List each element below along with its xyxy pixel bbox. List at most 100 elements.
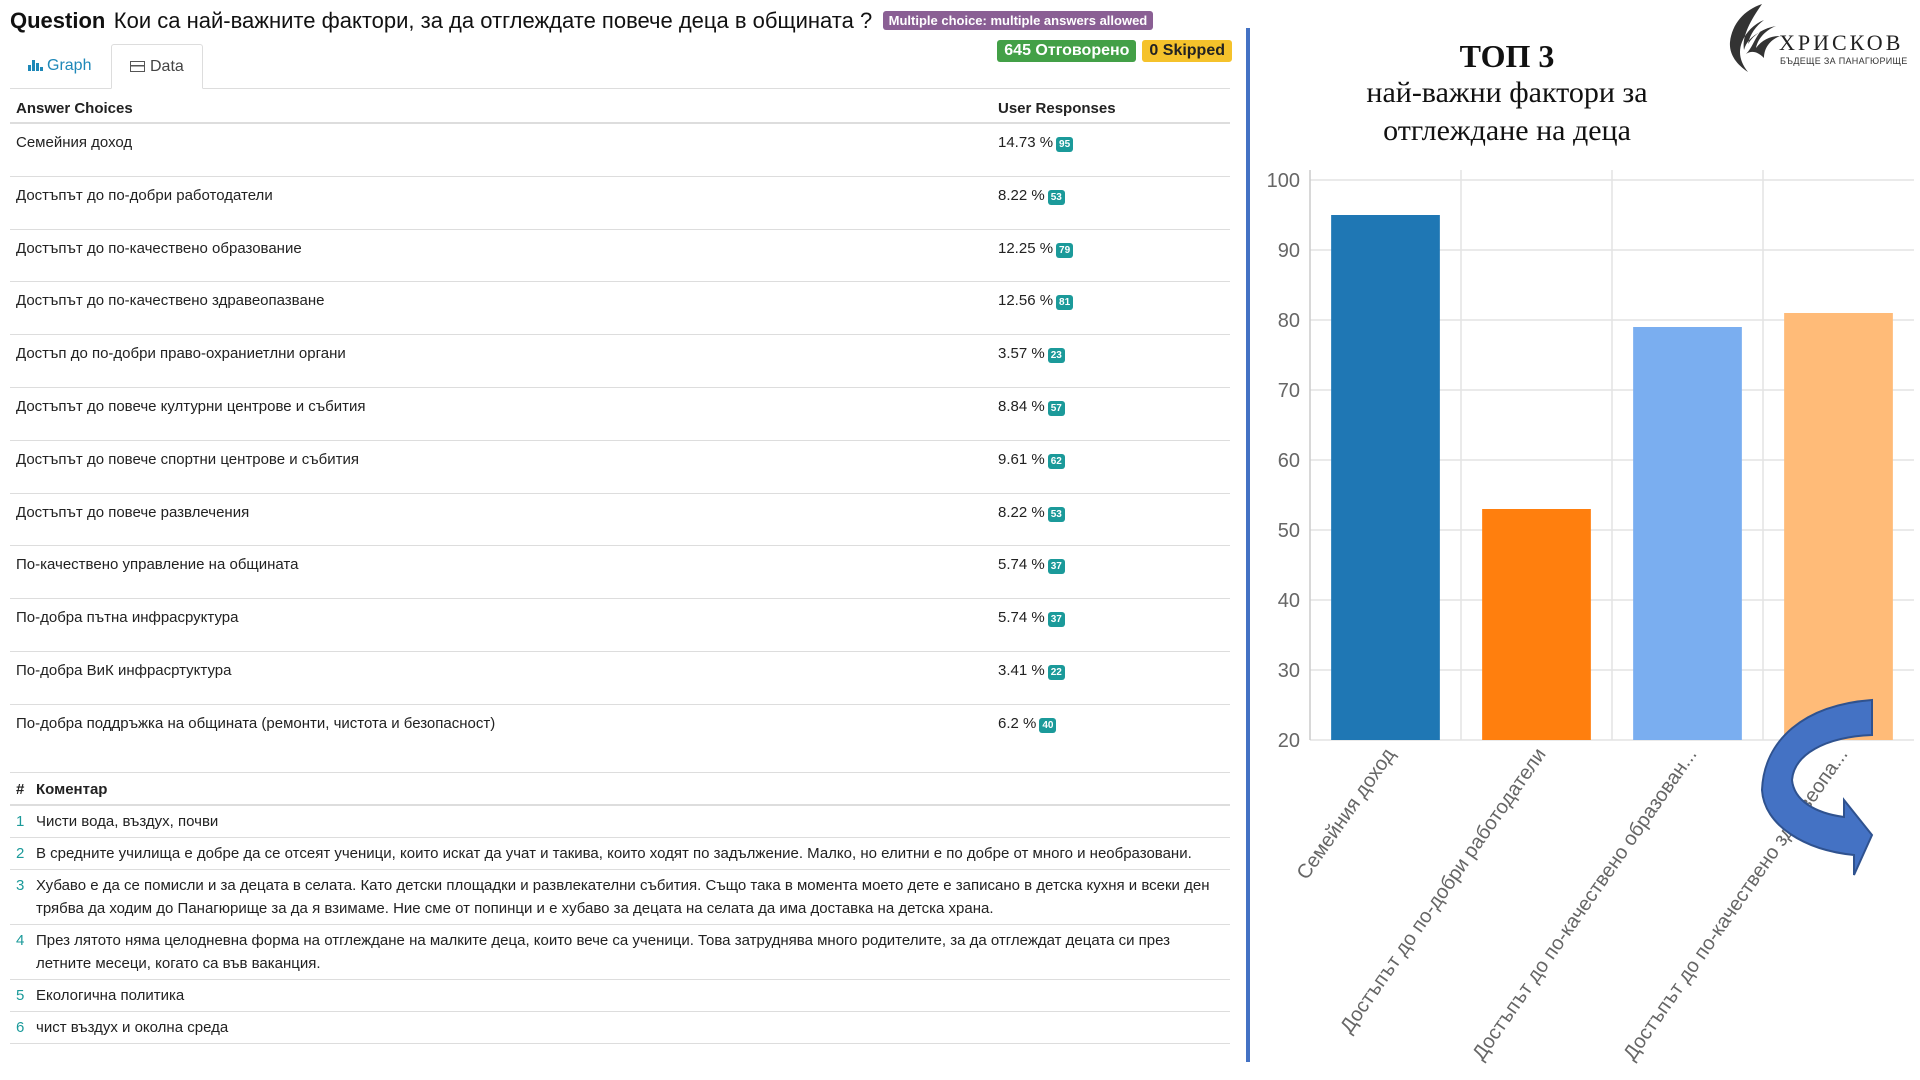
- answer-count-badge: 40: [1039, 717, 1057, 733]
- answered-badge: 645 Отговорено: [997, 40, 1137, 62]
- answer-row: По-добра пътна инфрасруктура 5.74 % 37: [10, 599, 1230, 652]
- answer-percent: 8.84 %: [998, 397, 1045, 415]
- skipped-badge: 0 Skipped: [1142, 40, 1232, 62]
- answer-response: 12.56 % 81: [998, 292, 1074, 311]
- comment-number-header: #: [16, 781, 25, 798]
- y-tick-label: 70: [1278, 380, 1300, 402]
- answer-percent: 3.57 %: [998, 345, 1045, 363]
- answer-count-badge: 95: [1056, 137, 1074, 152]
- answer-count-badge: 53: [1047, 506, 1065, 522]
- answer-choices-header: Answer Choices: [16, 100, 133, 117]
- question-label: Question: [10, 8, 106, 33]
- y-tick-label: 30: [1278, 660, 1300, 682]
- comment-row: 2 В средните училища е добре да се отсеят…: [10, 838, 1230, 870]
- tab-graph-label: Graph: [47, 57, 92, 74]
- logo-name: ХРИСКОВ: [1779, 30, 1904, 55]
- answer-row: По-добра ВиК инфрасртуктура 3.41 % 22: [10, 652, 1230, 705]
- comment-text: В средните училища е добре да се отсеят …: [36, 845, 1192, 862]
- answer-row: Достъпът до по-добри работодатели 8.22 % 5…: [10, 177, 1230, 230]
- answer-response: 9.61 % 62: [998, 451, 1065, 469]
- answer-response: 5.74 % 37: [998, 556, 1065, 575]
- answer-percent: 3.41 %: [998, 661, 1045, 679]
- answer-percent: 14.73 %: [998, 134, 1054, 151]
- comment-number: 1: [16, 813, 25, 830]
- tab-data[interactable]: Data: [111, 44, 203, 89]
- question-header: Question Кои са най-важните фактори, за …: [10, 8, 1154, 34]
- panel-divider: [1246, 28, 1250, 1062]
- answer-percent: 12.56 %: [998, 292, 1054, 310]
- answer-percent: 8.22 %: [998, 503, 1045, 521]
- answer-row: Достъпът до повече развлечения 8.22 % 53: [10, 494, 1230, 547]
- comment-text: Екологична политика: [36, 987, 185, 1004]
- top3-slide-panel: ТОП 3 най-важни фактори за отглеждане на…: [1254, 0, 1920, 1080]
- response-stats: 645 Отговорено 0 Skipped: [997, 40, 1232, 62]
- comment-text-header: Коментар: [36, 781, 108, 798]
- answer-row: По-качествено управление на общината 5.74…: [10, 546, 1230, 600]
- answer-choice: По-добра пътна инфрасруктура: [16, 609, 239, 627]
- answer-choice: Достъпът до повече спортни центрове и съ…: [16, 450, 360, 468]
- y-tick-label: 40: [1278, 590, 1300, 612]
- answer-count-badge: 81: [1056, 295, 1074, 311]
- answer-percent: 9.61 %: [998, 450, 1045, 468]
- answer-percent: 6.2 %: [998, 714, 1037, 732]
- answer-response: 14.73 % 95: [998, 134, 1074, 152]
- answer-response: 8.22 % 53: [998, 504, 1065, 522]
- bar-4: [1784, 313, 1893, 740]
- answer-choice: Семейния доход: [16, 134, 133, 151]
- answer-percent: 12.25 %: [998, 239, 1054, 257]
- tab-graph[interactable]: Graph: [10, 44, 109, 89]
- answer-row: Достъпът до повече културни центрове и с…: [10, 388, 1230, 441]
- comment-row: 5 Екологична политика: [10, 980, 1230, 1012]
- logo-tagline: БЪДЕЩЕ ЗА ПАНАГЮРИЩЕ: [1780, 56, 1908, 66]
- comment-row: 1 Чисти вода, въздух, почви: [10, 806, 1230, 838]
- bar-2: [1482, 509, 1591, 740]
- answer-row: Семейния доход 14.73 % 95: [10, 124, 1230, 177]
- survey-results-panel: Question Кои са най-важните фактори, за …: [10, 8, 1232, 1044]
- answer-choice: Достъпът до по-качествено образование: [16, 239, 302, 257]
- comment-text: чист въздух и околна среда: [36, 1019, 229, 1036]
- answer-choice: Достъпът до по-добри работодатели: [16, 186, 273, 204]
- answer-row: Достъпът до по-качествено здравеопазване…: [10, 282, 1230, 336]
- y-tick-label: 90: [1278, 240, 1300, 262]
- answer-count-badge: 53: [1047, 189, 1065, 205]
- answer-percent: 8.22 %: [998, 186, 1045, 204]
- question-type-badge: Multiple choice: multiple answers allowe…: [882, 11, 1154, 30]
- answer-response: 12.25 % 79: [998, 239, 1074, 258]
- tab-data-label: Data: [150, 58, 184, 75]
- answer-row: По-добра поддръжка на общината (ремонти,…: [10, 705, 1230, 758]
- hriskov-logo: ХРИСКОВ БЪДЕЩЕ ЗА ПАНАГЮРИЩЕ: [1724, 2, 1920, 72]
- y-tick-label: 50: [1278, 520, 1300, 542]
- slide-title: ТОП 3: [1459, 38, 1555, 74]
- answer-response: 3.41 % 22: [998, 662, 1065, 680]
- answer-response: 6.2 % 40: [998, 714, 1057, 733]
- answer-choice: По-добра поддръжка на общината (ремонти,…: [16, 714, 496, 732]
- comment-number: 5: [16, 987, 25, 1004]
- slide-subtitle-line1: най-важни фактори за: [1366, 76, 1648, 109]
- comment-row: 4 През лятото няма целодневна форма на от…: [10, 925, 1230, 980]
- answer-count-badge: 37: [1047, 559, 1065, 575]
- bar-chart-icon: [28, 59, 43, 71]
- answer-choice: Достъп до по-добри право-охраниетлни орг…: [16, 345, 346, 363]
- answer-percent: 5.74 %: [998, 609, 1045, 627]
- view-tabs: Graph Data: [10, 44, 1230, 89]
- answer-choice: Достъпът до повече развлечения: [16, 503, 250, 521]
- answers-table-header: Answer Choices User Responses: [10, 92, 1230, 124]
- comment-row: 6 чист въздух и околна среда: [10, 1012, 1230, 1044]
- answer-count-badge: 79: [1056, 242, 1074, 258]
- answer-count-badge: 22: [1047, 664, 1065, 680]
- comment-text: През лятото няма целодневна форма на отг…: [36, 932, 1170, 972]
- comment-number: 3: [16, 877, 25, 894]
- answer-count-badge: 62: [1047, 453, 1065, 469]
- slide-subtitle-line2: отглеждане на деца: [1383, 114, 1631, 147]
- y-tick-label: 80: [1278, 310, 1300, 332]
- answer-response: 8.84 % 57: [998, 398, 1065, 416]
- table-icon: [130, 61, 145, 72]
- answer-choice: Достъпът до по-качествено здравеопазване: [16, 292, 325, 310]
- comments-table-header: # Коментар: [10, 772, 1230, 806]
- answers-table-body: Семейния доход 14.73 % 95 Достъпът до по-до…: [10, 124, 1230, 758]
- answer-response: 5.74 % 37: [998, 609, 1065, 628]
- y-tick-label: 100: [1267, 170, 1300, 192]
- comment-number: 2: [16, 845, 25, 862]
- answer-percent: 5.74 %: [998, 556, 1045, 574]
